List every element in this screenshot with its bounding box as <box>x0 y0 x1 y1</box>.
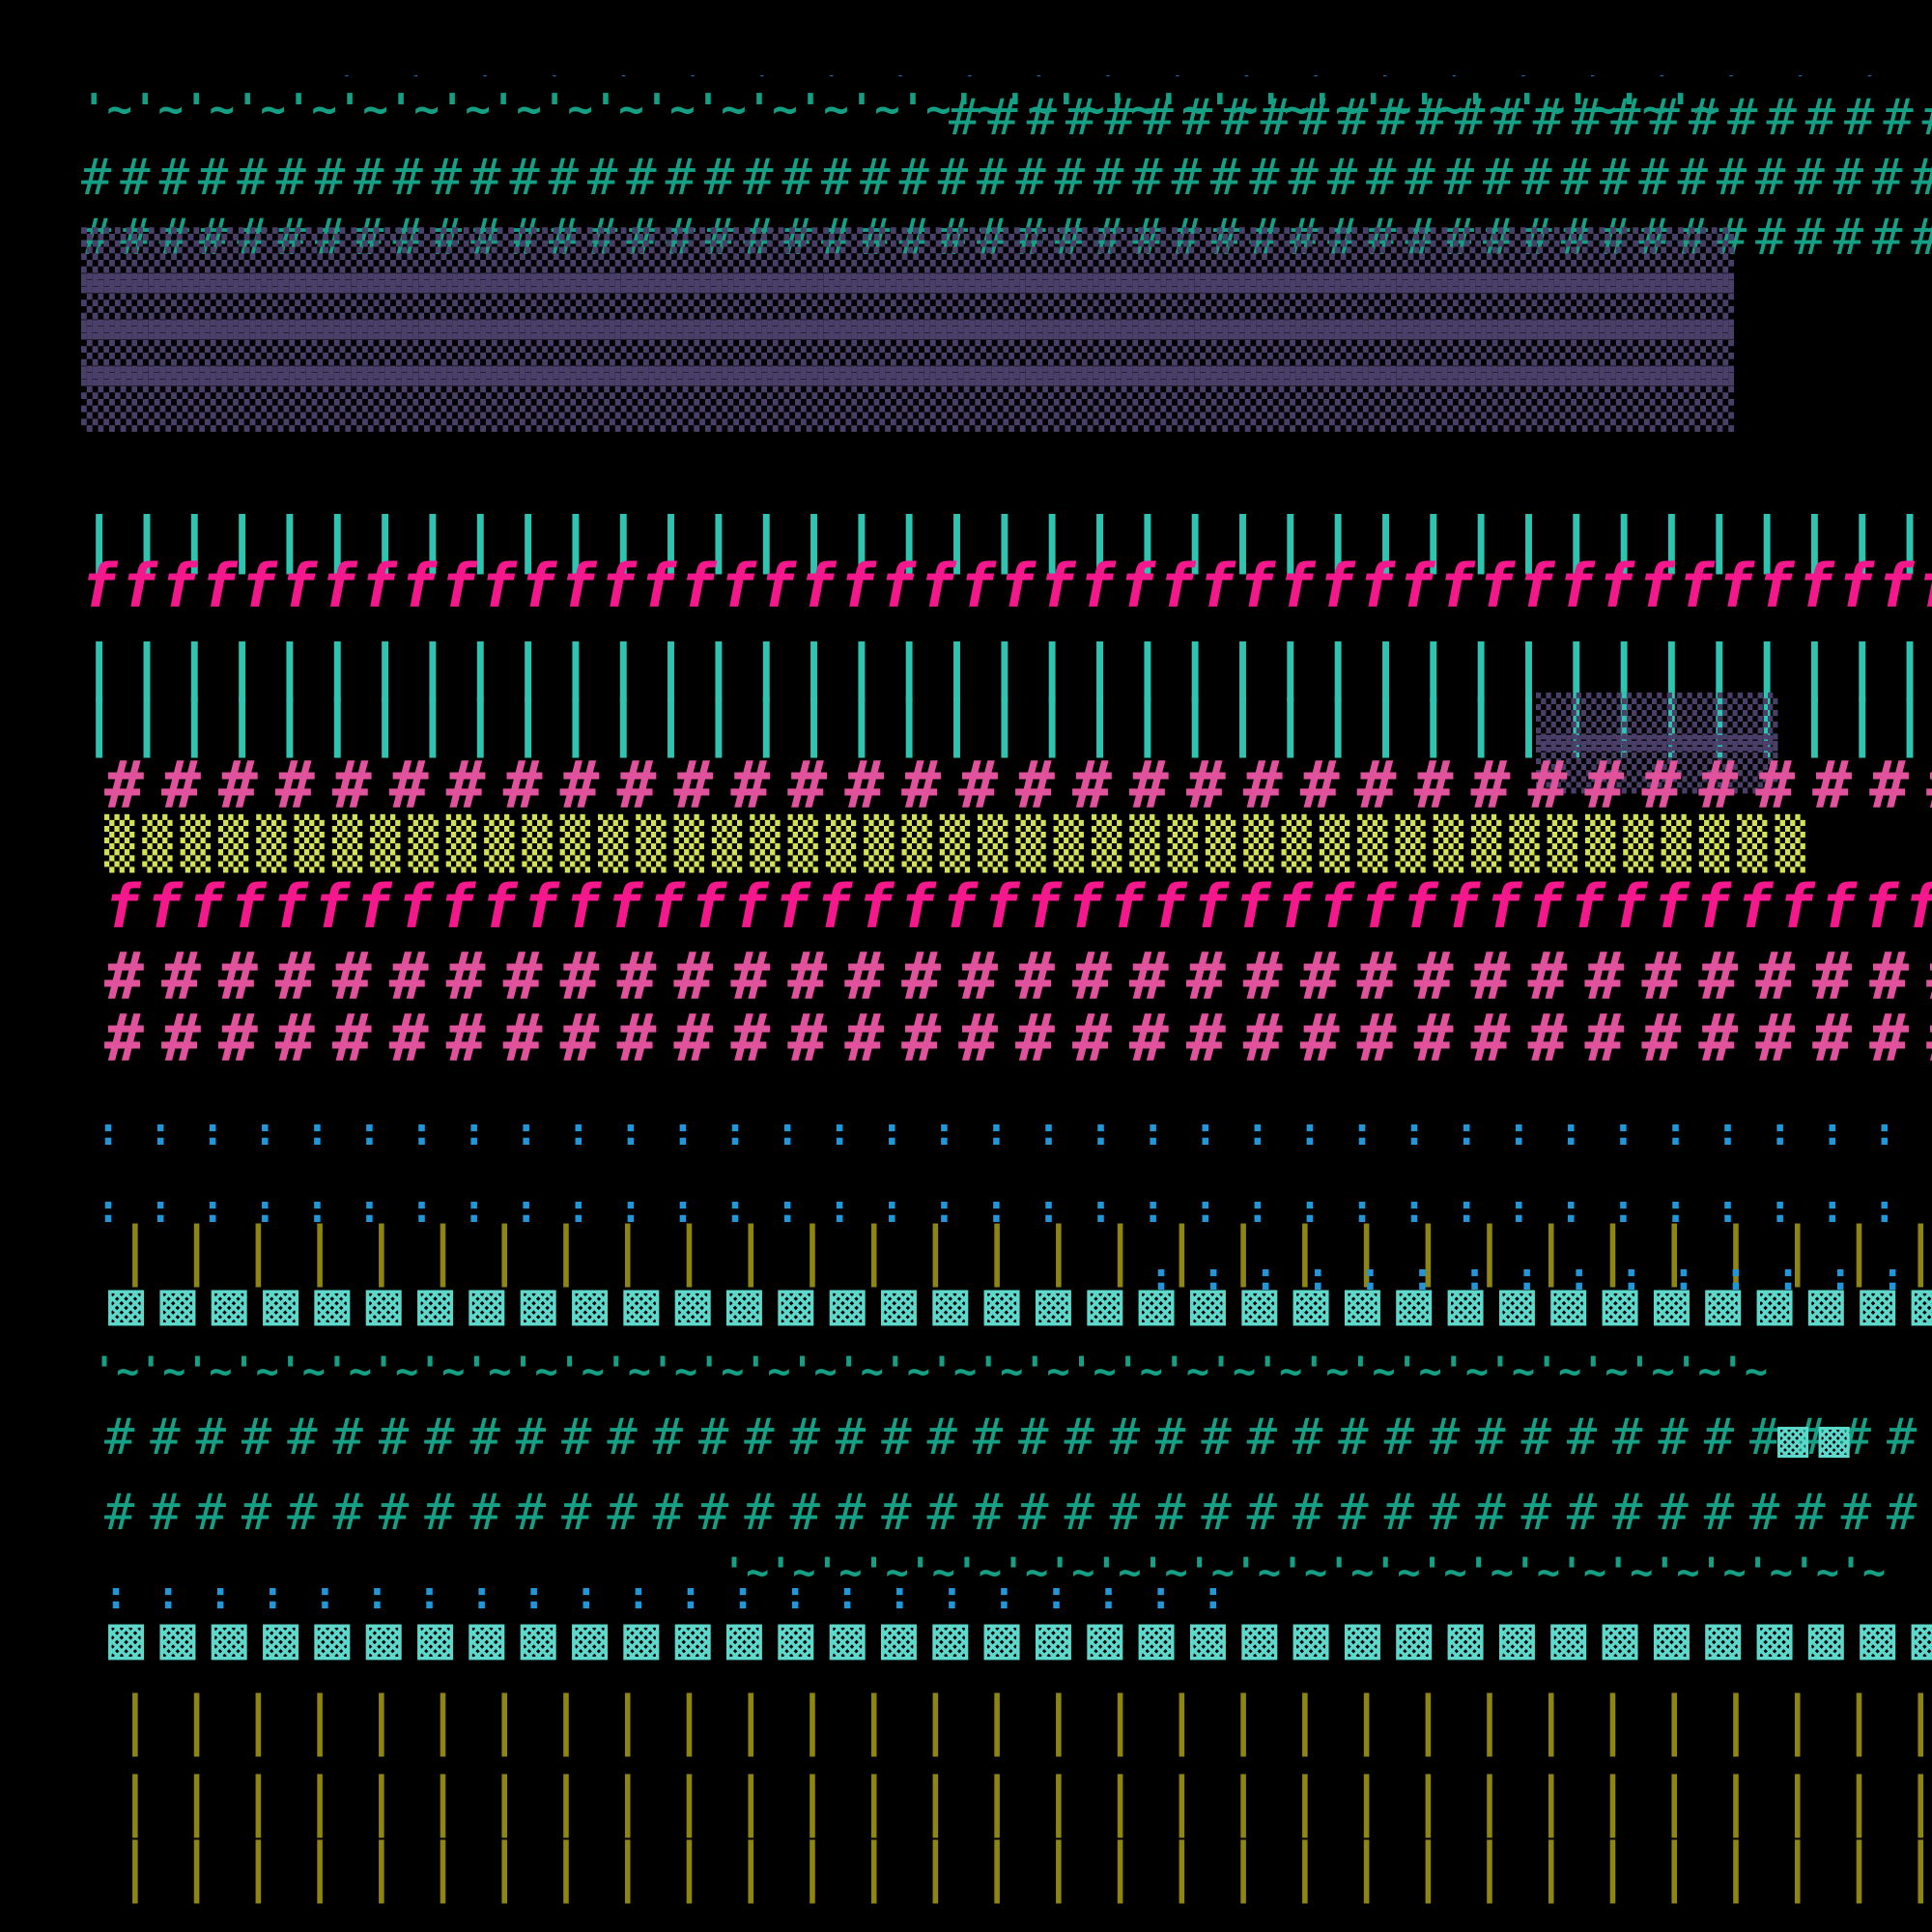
glyph-row-cyan-mesh-blocks-2: ▩▩▩▩▩▩▩▩▩▩▩▩▩▩▩▩▩▩▩▩▩▩▩▩▩▩▩▩▩▩▩▩▩▩▩▩▩▩▩▩… <box>108 1602 1932 1672</box>
glyph-row-magenta-hash-row-3: ########################################… <box>104 1001 1932 1077</box>
glyph-row-purple-shade-tail: ▒▒▒▒▒▒▒▒ <box>1536 694 1778 752</box>
glyph-row-teal-hash-4: ########################################… <box>104 1408 1932 1466</box>
glyph-row-yellowgreen-blocks: ▒▒▒▒▒▒▒▒▒▒▒▒▒▒▒▒▒▒▒▒▒▒▒▒▒▒▒▒▒▒▒▒▒▒▒▒▒▒▒▒… <box>104 815 1813 873</box>
glyph-row-teal-wave-mid: '~'~'~'~'~'~'~'~'~'~'~'~'~'~'~'~'~'~'~'~… <box>93 1350 1768 1394</box>
glyph-row-teal-hash-1: ################################### <box>949 89 1932 147</box>
glyph-row-teal-hash-5: ########################################… <box>104 1484 1932 1542</box>
glyph-row-blue-dash-scatter: - - - - - - - - - - - - - - - - - - - - … <box>343 69 1901 83</box>
glyph-row-teal-wave-top: '~'~'~'~'~'~'~'~'~'~'~'~'~'~'~'~'~'~'~'~… <box>81 85 1719 134</box>
glyph-row-teal-hash-2: ########################################… <box>81 149 1932 207</box>
glyph-row-blue-colon-row-3: ::::::::::::::::::::::: <box>1150 1255 1932 1299</box>
glyph-row-purple-shade-block: ▒▒▒▒▒▒▒▒▒▒▒▒▒▒▒▒▒▒▒▒▒▒▒▒▒▒▒▒▒▒▒▒▒▒▒▒▒▒▒▒… <box>81 227 1735 293</box>
glyph-row-blue-colon-row-2: ::::::::::::::::::::::::::::::::::::::::… <box>97 1187 1932 1232</box>
glyph-row-olive-pipes-1: ||||||||||||||||||||||||||||||||||||||||… <box>116 1213 1932 1288</box>
glyph-row-magenta-hash-row-2: ########################################… <box>104 939 1932 1015</box>
glyph-row-blue-colon-row-4: :::::::::::::::::::::: <box>104 1574 1254 1618</box>
glyph-row-magenta-f-band-1: ffffffffffffffffffffffffffffffffffffffff… <box>81 551 1932 621</box>
glyph-row-olive-pipes-4: ||||||||||||||||||||||||||||||||||||||||… <box>116 1830 1932 1904</box>
glyph-row-purple-shade-block: ▒▒▒▒▒▒▒▒▒▒▒▒▒▒▒▒▒▒▒▒▒▒▒▒▒▒▒▒▒▒▒▒▒▒▒▒▒▒▒▒… <box>81 366 1735 432</box>
glyph-row-olive-pipes-3: ||||||||||||||||||||||||||||||||||||||||… <box>116 1764 1932 1838</box>
glyph-row-blue-colon-row-1: ::::::::::::::::::::::::::::::::::::::::… <box>97 1110 1932 1154</box>
glyph-row-cyan-mesh-blocks-1: ▩▩▩▩▩▩▩▩▩▩▩▩▩▩▩▩▩▩▩▩▩▩▩▩▩▩▩▩▩▩▩▩▩▩▩▩▩▩▩▩… <box>108 1267 1932 1338</box>
glyph-row-cyan-mesh-accent: ▩▩ <box>1777 1407 1861 1468</box>
glyph-row-olive-pipes-2: ||||||||||||||||||||||||||||||||||||||||… <box>116 1683 1932 1757</box>
glyph-row-purple-shade-tail: ▒▒▒▒▒▒▒▒ <box>1536 736 1778 794</box>
glyph-row-teal-wave-bottom: '~'~'~'~'~'~'~'~'~'~'~'~'~'~'~'~'~'~'~'~… <box>723 1550 1887 1595</box>
glyph-row-teal-hash-3: ########################################… <box>81 209 1932 267</box>
glyph-row-magenta-hash-row-1: ########################################… <box>104 748 1932 824</box>
glyph-row-cyan-pipes-2: ||||||||||||||||||||||||||||||||||||||||… <box>81 632 1932 702</box>
glyph-row-magenta-f-band-2: ffffffffffffffffffffffffffffffffffffffff… <box>104 871 1932 942</box>
glyph-row-purple-shade-block: ▒▒▒▒▒▒▒▒▒▒▒▒▒▒▒▒▒▒▒▒▒▒▒▒▒▒▒▒▒▒▒▒▒▒▒▒▒▒▒▒… <box>81 320 1735 385</box>
glyph-row-purple-shade-block: ▒▒▒▒▒▒▒▒▒▒▒▒▒▒▒▒▒▒▒▒▒▒▒▒▒▒▒▒▒▒▒▒▒▒▒▒▒▒▒▒… <box>81 273 1735 339</box>
glyph-row-cyan-pipes-3: ||||||||||||||||||||||||||||||||||||||||… <box>81 688 1932 758</box>
glyph-row-cyan-pipes-1: ||||||||||||||||||||||||||||||||||||||||… <box>81 504 1932 575</box>
